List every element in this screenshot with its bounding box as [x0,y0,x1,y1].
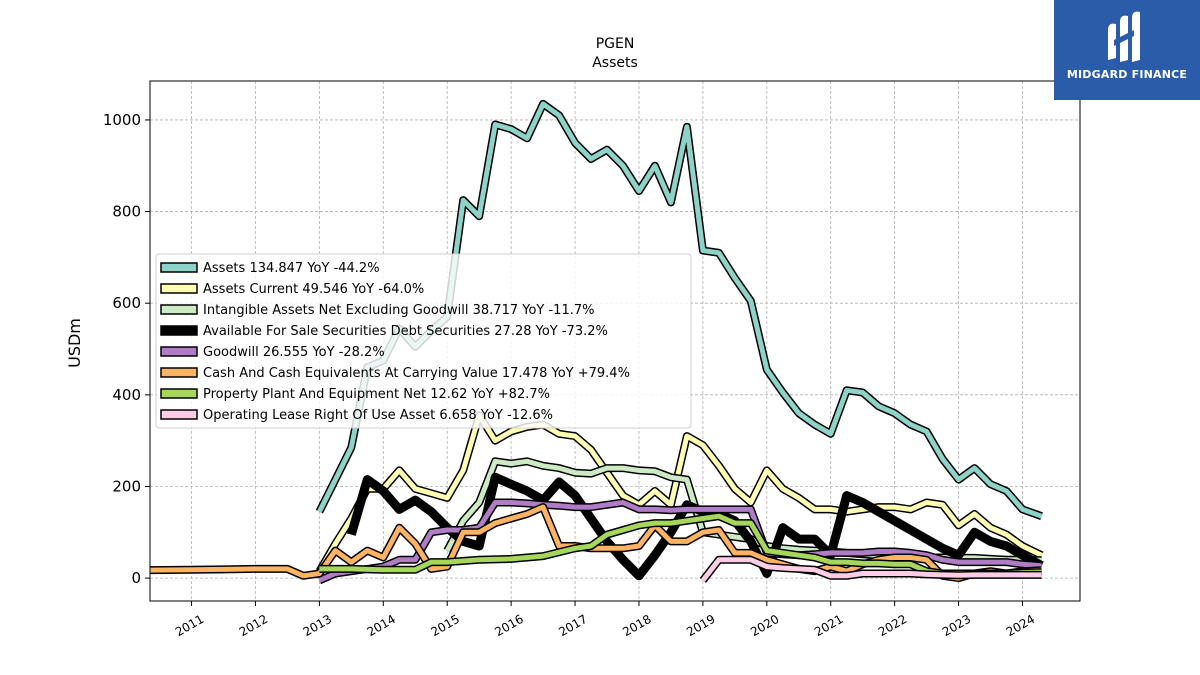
x-tick-label: 2023 [940,612,973,639]
x-tick-label: 2016 [492,612,525,639]
series-cash-and-cash-equivalents-at-carrying-value [150,503,1042,583]
series-assets-current [315,411,1044,574]
y-tick-label: 800 [112,203,141,221]
legend-swatch [160,283,198,294]
x-tick-label: 2018 [620,612,653,639]
midgard-m-logo-icon [1108,11,1140,63]
legend-swatch [160,367,198,378]
x-tick-label: 2015 [428,612,461,639]
legend-entry: Operating Lease Right Of Use Asset 6.658… [203,408,553,423]
x-tick-label: 2021 [812,612,845,639]
legend-box [155,253,692,429]
x-tick-label: 2022 [876,612,909,639]
x-tick-label: 2024 [1004,612,1037,639]
x-tick-label: 2012 [237,612,270,639]
legend-swatch [160,304,198,315]
x-tick-label: 2013 [301,612,334,639]
brand-name: MIDGARD FINANCE [1066,68,1188,81]
series-line [317,412,1043,573]
legend-swatch [160,388,198,399]
legend-entry: Property Plant And Equipment Net 12.62 Y… [203,387,550,402]
plot-frame [149,80,1081,602]
y-tick-label: 400 [112,386,141,404]
legend-entry: Available For Sale Securities Debt Secur… [203,324,608,339]
y-axis-label: USDm [65,318,84,368]
series-line [700,557,1042,582]
series-line [318,500,1042,583]
series-line [150,504,1042,581]
series-operating-lease-right-of-use-asset [699,555,1042,583]
series-goodwill [317,498,1042,585]
legend-swatch [160,346,198,357]
legend-entry: Assets 134.847 YoY -44.2% [203,261,380,276]
legend-swatch [160,262,198,273]
legend-entry: Goodwill 26.555 YoY -28.2% [203,345,385,360]
x-tick-label: 2011 [173,612,206,639]
legend-entry: Assets Current 49.546 YoY -64.0% [203,282,424,297]
x-tick-label: 2014 [365,612,398,639]
y-tick-label: 200 [112,477,141,495]
legend-swatch [160,409,198,420]
legend-entry: Intangible Assets Net Excluding Goodwill… [203,303,594,318]
x-tick-label: 2017 [556,612,589,639]
chart-title: PGEN [596,36,635,52]
y-tick-label: 1000 [103,111,141,129]
y-tick-label: 0 [131,569,141,587]
chart-subtitle: Assets [592,55,638,71]
x-tick-label: 2020 [748,612,781,639]
legend-swatch [160,325,198,336]
brand-badge: MIDGARD FINANCE [1054,0,1200,100]
y-tick-label: 600 [112,294,141,312]
legend-entry: Cash And Cash Equivalents At Carrying Va… [203,366,630,381]
legend: Assets 134.847 YoY -44.2% Assets Current … [155,253,692,429]
x-tick-label: 2019 [684,612,717,639]
